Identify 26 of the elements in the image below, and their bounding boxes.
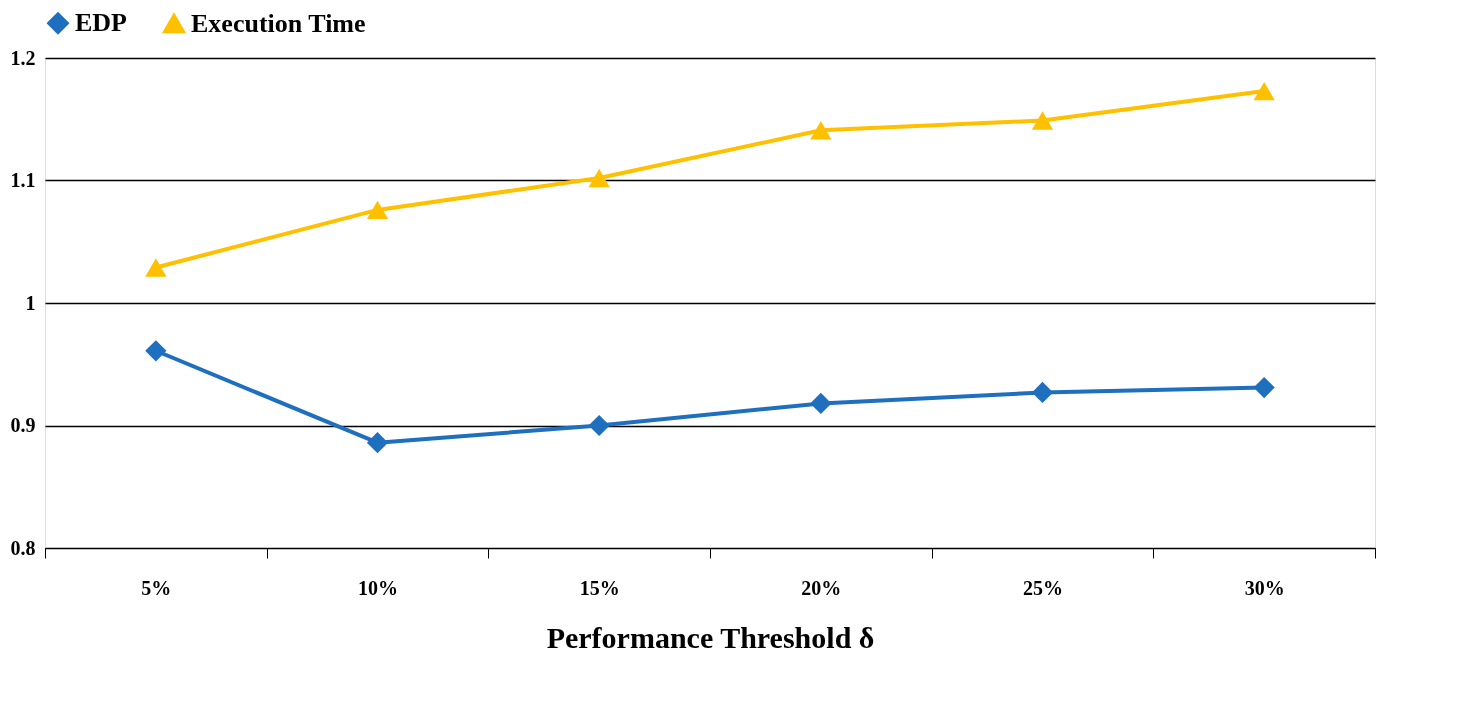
point: [1031, 381, 1054, 404]
legend-label: Execution Time: [191, 8, 366, 38]
point: [1253, 376, 1275, 399]
x-axis-title: Performance Threshold δ: [546, 620, 875, 654]
x-tick-label: 10%: [358, 576, 398, 599]
y-tick-label: 0.9: [10, 414, 36, 436]
point: [810, 121, 832, 140]
point: [810, 392, 832, 415]
point: [366, 432, 389, 454]
point: [1031, 111, 1054, 130]
point: [366, 200, 389, 220]
x-tick-label: 15%: [579, 576, 620, 599]
point: [588, 414, 610, 437]
point: [145, 258, 167, 277]
x-tick-label: 25%: [1023, 576, 1063, 599]
x-tick-label: 30%: [1244, 576, 1285, 599]
y-tick-label: 1.1: [10, 169, 36, 191]
y-tick-label: 0.8: [10, 536, 36, 559]
x-tick-label: 20%: [801, 576, 842, 599]
point: [1253, 81, 1275, 101]
x-tick-label: 5%: [141, 576, 172, 599]
y-tick-label: 1.2: [10, 46, 36, 69]
y-tick-label: 1: [25, 291, 36, 314]
point: [588, 168, 610, 188]
point: [145, 340, 167, 362]
legend-label: EDP: [75, 8, 128, 38]
